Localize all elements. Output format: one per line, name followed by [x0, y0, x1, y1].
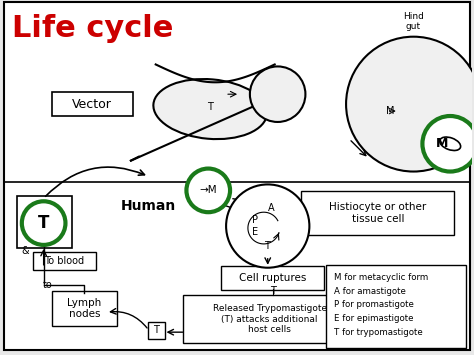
Text: M for metacyclic form
A for amastigote
P for promastigote
E for epimastigote
T f: M for metacyclic form A for amastigote P…: [334, 273, 428, 337]
FancyBboxPatch shape: [183, 295, 356, 343]
Text: T: T: [207, 102, 213, 112]
FancyBboxPatch shape: [52, 92, 133, 116]
Circle shape: [186, 169, 230, 212]
FancyBboxPatch shape: [221, 266, 324, 290]
Text: M: M: [436, 137, 448, 150]
FancyBboxPatch shape: [148, 322, 164, 339]
Text: E: E: [252, 227, 258, 237]
Text: →M: →M: [200, 185, 217, 195]
Text: Life cycle: Life cycle: [12, 14, 173, 43]
Text: T: T: [38, 214, 49, 232]
FancyBboxPatch shape: [52, 290, 117, 326]
Text: P: P: [252, 215, 258, 225]
Text: Hind
gut: Hind gut: [403, 12, 424, 31]
Circle shape: [22, 201, 65, 245]
FancyBboxPatch shape: [33, 252, 96, 270]
Text: Released Trypomastigote
(T) attacks additional
host cells: Released Trypomastigote (T) attacks addi…: [213, 304, 327, 334]
FancyBboxPatch shape: [326, 265, 466, 348]
Circle shape: [346, 37, 474, 171]
Text: &: &: [22, 246, 29, 256]
Ellipse shape: [440, 137, 461, 151]
Text: to: to: [43, 280, 53, 290]
Text: Human: Human: [121, 199, 176, 213]
Circle shape: [250, 66, 305, 122]
Text: Lymph
nodes: Lymph nodes: [67, 297, 101, 319]
Circle shape: [226, 185, 310, 268]
FancyBboxPatch shape: [301, 191, 454, 235]
Text: To blood: To blood: [45, 256, 84, 266]
Text: M: M: [386, 106, 395, 116]
FancyBboxPatch shape: [4, 2, 470, 350]
Text: Cell ruptures: Cell ruptures: [239, 273, 306, 283]
Text: T: T: [264, 241, 270, 251]
Text: Histiocyte or other
tissue cell: Histiocyte or other tissue cell: [329, 202, 427, 224]
Text: Vector: Vector: [73, 98, 112, 111]
Circle shape: [422, 116, 474, 171]
Ellipse shape: [154, 79, 267, 139]
Text: T: T: [153, 325, 159, 335]
Text: A: A: [268, 203, 275, 213]
Text: T: T: [270, 285, 276, 295]
